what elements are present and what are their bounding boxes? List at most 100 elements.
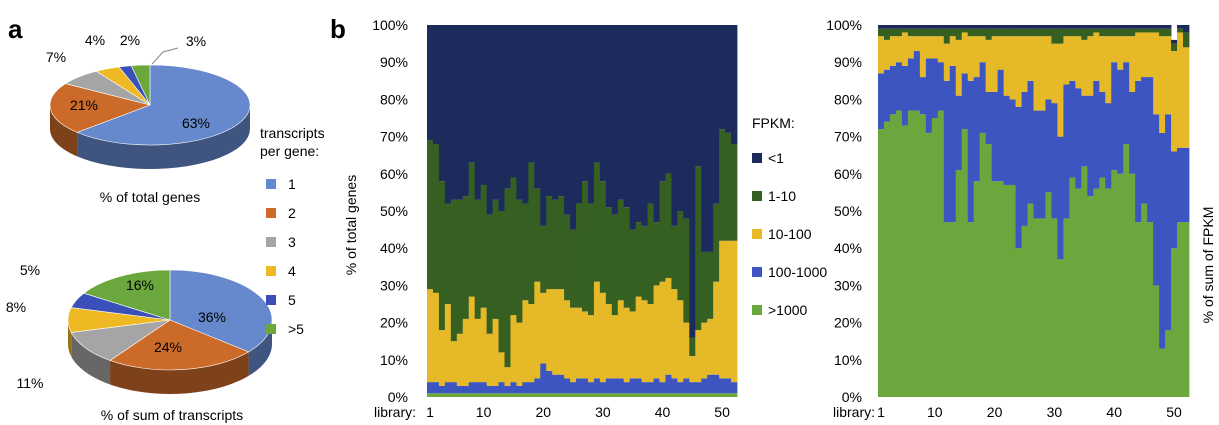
bar1-seg-24-2 [570,307,577,383]
bar1-seg-39-1 [659,382,666,394]
bar1-seg-32-3 [617,199,625,301]
bar2-seg-47-2 [1159,36,1166,133]
bar1-seg-47-3 [707,251,714,319]
bar1-seg-20-4 [546,25,553,197]
bar2-seg-50-4 [1177,25,1184,29]
bar1-seg-1-0 [432,393,440,397]
bar1-seg-18-4 [534,25,541,189]
pie-legend-swatch-4 [266,295,276,305]
bar2-seg-49-3 [1171,43,1178,52]
bar1-xtick-1: 10 [476,404,492,420]
bar1-seg-1-4 [432,25,440,145]
bar2-seg-51-0 [1183,222,1190,397]
bar1-seg-37-4 [647,25,654,204]
bar2-seg-44-3 [1141,28,1148,33]
bar2-seg-23-2 [1015,36,1022,107]
bar2-seg-21-2 [1003,36,1010,96]
bar2-seg-25-0 [1027,203,1034,397]
bar1-seg-48-1 [713,374,720,394]
bar1-seg-34-3 [629,229,637,312]
bar1-seg-43-4 [683,25,690,219]
pie-legend-title-line1: transcripts [260,125,325,141]
bar1-xlabel-prefix: library: [374,404,416,420]
bar1-seg-50-2 [725,240,732,379]
bar1-seg-20-3 [546,196,553,290]
bar1-seg-2-0 [438,393,446,397]
bar2-seg-9-4 [931,25,939,29]
pie2-label-0: 36% [198,309,226,325]
bar1-seg-9-3 [480,184,488,308]
bar1-ytick-10: 100% [372,17,408,33]
bar2-seg-20-2 [997,36,1004,70]
bar1-seg-15-2 [516,322,523,386]
bar2-seg-10-4 [937,25,945,29]
bar1-seg-9-0 [480,393,488,397]
bar2-seg-15-0 [967,222,975,397]
bar2-seg-20-1 [997,69,1004,182]
pie2-side-2 [71,332,111,385]
bar1-seg-23-4 [564,25,571,215]
pie2-title: % of sum of transcripts [101,407,243,423]
bar1-seg-21-0 [552,393,559,397]
bar2-seg-8-4 [925,25,933,29]
bar1-seg-19-0 [540,393,547,397]
bar2-seg-41-3 [1123,28,1130,37]
bar1-seg-5-4 [456,25,464,200]
bar1-seg-20-0 [546,393,553,397]
bar1-seg-7-2 [468,296,476,383]
bar2-seg-28-1 [1045,99,1052,193]
bar1-seg-9-4 [480,25,488,185]
pie-legend-swatch-0 [266,179,276,189]
bar2-seg-28-4 [1045,25,1052,29]
bar2-seg-15-2 [967,36,975,81]
bar2-seg-34-4 [1081,25,1088,29]
bar1-seg-37-2 [647,304,654,383]
bar1-seg-11-4 [492,25,499,200]
bar1-seg-16-2 [522,300,529,383]
bar2-seg-45-3 [1147,28,1154,33]
bar1-seg-46-3 [701,251,708,323]
bar2-seg-30-0 [1057,259,1064,397]
bar1-seg-18-0 [534,393,541,397]
bar1-seg-27-0 [587,393,595,397]
bar2-seg-24-4 [1021,25,1028,29]
bar1-seg-10-3 [486,214,493,334]
pie-legend-swatch-2 [266,237,276,247]
pie1-label-1: 21% [70,97,98,113]
bar2-seg-11-4 [943,25,951,29]
bar1-seg-11-3 [492,199,499,319]
bar1-seg-12-2 [498,352,505,383]
bar2-seg-18-4 [985,25,993,29]
bar1-seg-12-3 [498,211,505,353]
bar2-seg-1-0 [883,121,891,397]
bar2-seg-43-4 [1135,25,1142,29]
bar1-seg-38-1 [653,378,660,394]
pie1-label-3: 4% [85,32,105,48]
bar2-seg-48-4 [1165,25,1172,29]
bar1-seg-3-2 [444,304,452,383]
pie-legend-label-4: 5 [288,292,296,308]
bar2-seg-18-2 [985,39,993,92]
bar2-seg-37-0 [1099,177,1106,397]
bar2-seg-2-3 [889,28,897,37]
bar2-ytick-3: 30% [834,277,862,293]
bar2-seg-17-2 [979,36,987,63]
bar2-seg-23-1 [1015,106,1022,249]
bar1-seg-48-0 [713,393,720,397]
bar2-seg-14-0 [961,129,969,397]
bar1-seg-21-4 [552,25,559,200]
bar2-seg-47-1 [1159,132,1166,349]
panel-letter-a: a [8,14,23,44]
pie2-slice-0 [169,269,273,353]
bar1-seg-34-4 [629,25,637,230]
bar1-seg-34-0 [629,393,637,397]
bar2-seg-38-1 [1105,103,1112,189]
bar1-ytick-2: 20% [380,315,408,331]
bar2-ytick-7: 70% [834,129,862,145]
bar1-seg-46-2 [701,322,708,379]
bar1-ytick-8: 80% [380,91,408,107]
bar2-seg-5-4 [907,25,915,29]
bar1-seg-26-4 [582,25,589,182]
bar1-seg-33-3 [623,207,631,308]
